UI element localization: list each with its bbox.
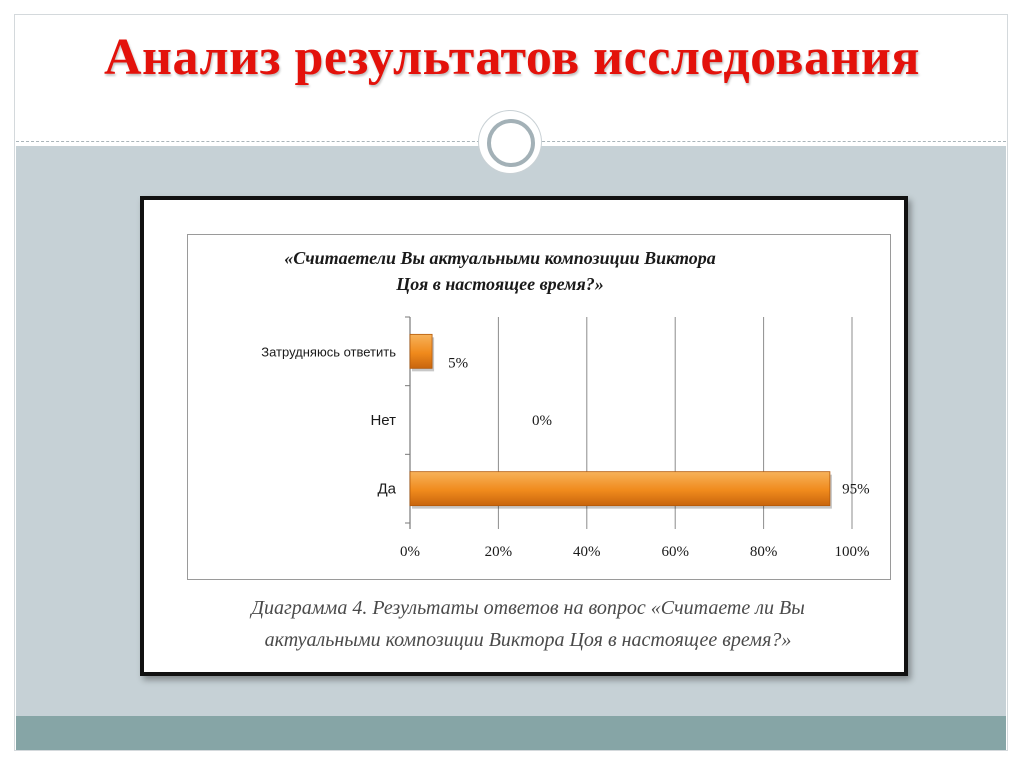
x-tick-label: 100% (835, 544, 870, 560)
chart-area: «Считаетели Вы актуальными композиции Ви… (187, 234, 891, 580)
data-label: 0% (532, 413, 552, 429)
circle-ornament-icon (479, 111, 541, 173)
caption-line-2: актуальными композиции Виктора Цоя в нас… (264, 629, 792, 651)
bar-chart: «Считаетели Вы актуальными композиции Ви… (261, 248, 870, 560)
footer-band (16, 716, 1006, 750)
category-label: Нет (370, 412, 396, 429)
x-tick-label: 20% (485, 544, 513, 560)
x-tick-label: 40% (573, 544, 601, 560)
bar (409, 471, 831, 507)
x-tick-label: 60% (661, 544, 689, 560)
chart-title-line-2: Цоя в настоящее время?» (395, 274, 604, 294)
category-label: Затрудняюсь ответить (261, 344, 396, 359)
ring-icon (487, 119, 535, 167)
data-label: 5% (448, 355, 468, 371)
data-label: 95% (842, 482, 870, 498)
x-tick-label: 0% (400, 544, 420, 560)
category-label: Да (377, 481, 396, 498)
x-tick-label: 80% (750, 544, 778, 560)
bar (409, 333, 433, 369)
slide-title: Анализ результатов исследования (103, 29, 920, 86)
chart-frame: «Считаетели Вы актуальными композиции Ви… (140, 196, 908, 676)
slide-border (14, 14, 1008, 751)
chart-title-line-1: «Считаетели Вы актуальными композиции Ви… (284, 248, 716, 268)
chart-caption: Диаграмма 4. Результаты ответов на вопро… (164, 592, 892, 656)
caption-line-1: Диаграмма 4. Результаты ответов на вопро… (251, 597, 805, 619)
